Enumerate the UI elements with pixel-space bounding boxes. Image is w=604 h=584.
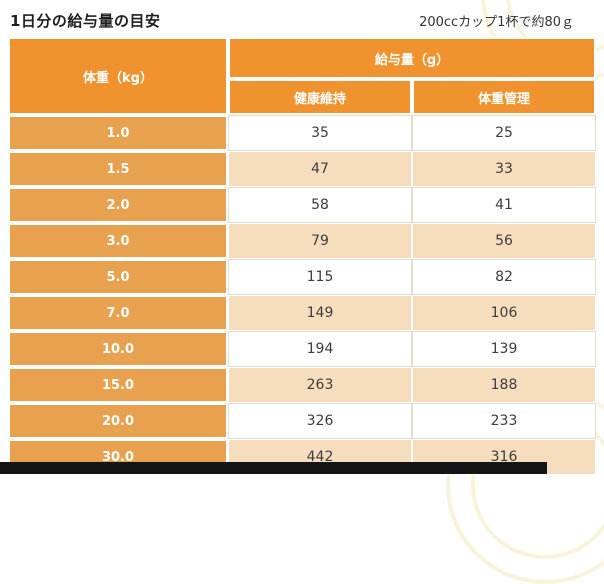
weight-control-cell: 56 <box>412 223 596 259</box>
maintenance-cell: 115 <box>228 259 412 295</box>
page-title: 1日分の給与量の目安 <box>10 12 161 30</box>
weight-cell: 15.0 <box>8 367 228 403</box>
maintenance-cell: 263 <box>228 367 412 403</box>
table-row: 7.0 149 106 <box>8 295 596 331</box>
table-row: 3.0 79 56 <box>8 223 596 259</box>
table-row: 20.0 326 233 <box>8 403 596 439</box>
weight-control-cell: 233 <box>412 403 596 439</box>
maintenance-cell: 58 <box>228 187 412 223</box>
feeding-amount-table: 体重（kg） 給与量（g） 健康維持 体重管理 1.0 35 25 1.5 47… <box>8 37 596 475</box>
weight-control-cell: 82 <box>412 259 596 295</box>
maintenance-cell: 79 <box>228 223 412 259</box>
amount-group-header: 給与量（g） <box>228 37 596 79</box>
weight-control-cell: 139 <box>412 331 596 367</box>
table-row: 1.5 47 33 <box>8 151 596 187</box>
weight-control-cell: 33 <box>412 151 596 187</box>
table-row: 1.0 35 25 <box>8 115 596 151</box>
weight-control-cell: 188 <box>412 367 596 403</box>
table-row: 2.0 58 41 <box>8 187 596 223</box>
maintenance-cell: 35 <box>228 115 412 151</box>
table-row: 5.0 115 82 <box>8 259 596 295</box>
weight-cell: 7.0 <box>8 295 228 331</box>
weight-cell: 20.0 <box>8 403 228 439</box>
weight-cell: 2.0 <box>8 187 228 223</box>
weight-cell: 5.0 <box>8 259 228 295</box>
bottom-black-strip <box>0 462 547 474</box>
weight-cell: 10.0 <box>8 331 228 367</box>
weight-control-cell: 25 <box>412 115 596 151</box>
weight-control-cell: 41 <box>412 187 596 223</box>
weight-cell: 1.5 <box>8 151 228 187</box>
maintenance-cell: 194 <box>228 331 412 367</box>
weight-cell: 3.0 <box>8 223 228 259</box>
table-row: 15.0 263 188 <box>8 367 596 403</box>
maintenance-cell: 149 <box>228 295 412 331</box>
weight-control-column-header: 体重管理 <box>412 79 596 115</box>
table-row: 10.0 194 139 <box>8 331 596 367</box>
maintenance-cell: 47 <box>228 151 412 187</box>
weight-control-cell: 106 <box>412 295 596 331</box>
weight-column-header: 体重（kg） <box>8 37 228 115</box>
maintenance-cell: 326 <box>228 403 412 439</box>
cup-measure-note: 200ccカップ1杯で約80ｇ <box>419 15 574 30</box>
maintenance-column-header: 健康維持 <box>228 79 412 115</box>
header-bar: 1日分の給与量の目安 200ccカップ1杯で約80ｇ <box>0 0 604 37</box>
weight-cell: 1.0 <box>8 115 228 151</box>
table-header-row: 体重（kg） 給与量（g） <box>8 37 596 115</box>
